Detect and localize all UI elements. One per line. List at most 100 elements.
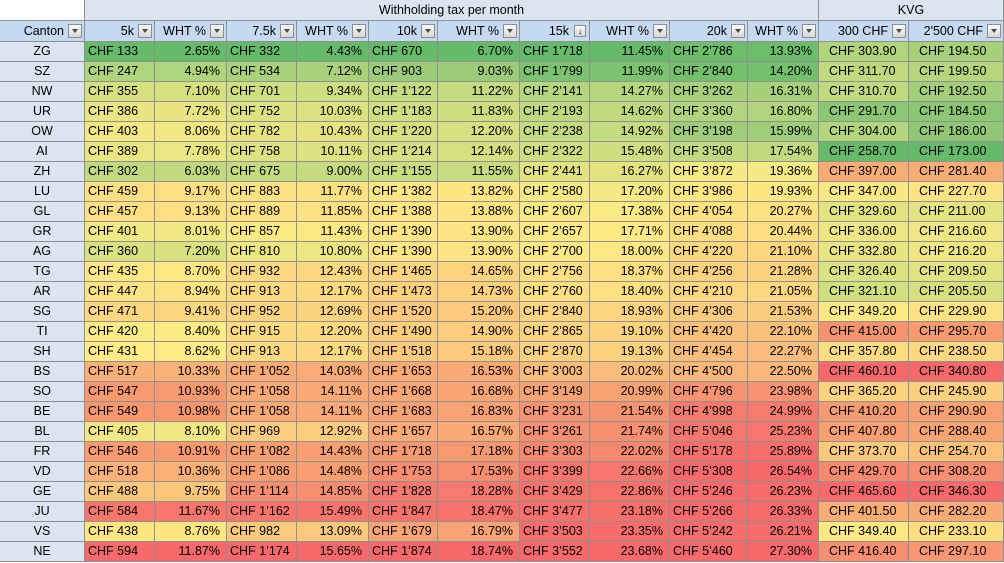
data-cell-15k[interactable]: CHF 3’303	[520, 442, 590, 462]
data-cell-kvg-300[interactable]: CHF 465.60	[819, 482, 909, 502]
canton-cell[interactable]: SG	[0, 302, 85, 322]
data-cell-kvg-300[interactable]: CHF 416.40	[819, 542, 909, 562]
data-cell-5k[interactable]: CHF 133	[85, 42, 155, 62]
data-cell-kvg-300[interactable]: CHF 373.70	[819, 442, 909, 462]
data-cell-wht-10k[interactable]: 14.65%	[438, 262, 520, 282]
data-cell-wht-10k[interactable]: 18.74%	[438, 542, 520, 562]
data-cell-wht-5k[interactable]: 8.10%	[155, 422, 227, 442]
data-cell-wht-20k[interactable]: 20.27%	[748, 202, 819, 222]
data-cell-kvg-2500[interactable]: CHF 227.70	[909, 182, 1004, 202]
data-cell-kvg-2500[interactable]: CHF 194.50	[909, 42, 1004, 62]
data-cell-wht-15k[interactable]: 23.35%	[590, 522, 670, 542]
data-cell-kvg-300[interactable]: CHF 258.70	[819, 142, 909, 162]
data-cell-wht-15k[interactable]: 21.74%	[590, 422, 670, 442]
data-cell-wht-10k[interactable]: 11.22%	[438, 82, 520, 102]
data-cell-wht-5k[interactable]: 8.62%	[155, 342, 227, 362]
data-cell-20k[interactable]: CHF 4’998	[670, 402, 748, 422]
data-cell-wht-10k[interactable]: 16.68%	[438, 382, 520, 402]
data-cell-20k[interactable]: CHF 4’306	[670, 302, 748, 322]
data-cell-5k[interactable]: CHF 447	[85, 282, 155, 302]
header-wht-7-5k[interactable]: WHT %	[297, 21, 369, 42]
data-cell-kvg-2500[interactable]: CHF 199.50	[909, 62, 1004, 82]
data-cell-15k[interactable]: CHF 2’760	[520, 282, 590, 302]
data-cell-5k[interactable]: CHF 302	[85, 162, 155, 182]
data-cell-10k[interactable]: CHF 1’653	[369, 362, 438, 382]
data-cell-kvg-300[interactable]: CHF 410.20	[819, 402, 909, 422]
data-cell-15k[interactable]: CHF 3’231	[520, 402, 590, 422]
data-cell-wht-15k[interactable]: 14.92%	[590, 122, 670, 142]
canton-cell[interactable]: FR	[0, 442, 85, 462]
data-cell-wht-10k[interactable]: 6.70%	[438, 42, 520, 62]
data-cell-wht-20k[interactable]: 17.54%	[748, 142, 819, 162]
data-cell-10k[interactable]: CHF 1’214	[369, 142, 438, 162]
data-cell-7-5k[interactable]: CHF 952	[227, 302, 297, 322]
data-cell-kvg-2500[interactable]: CHF 238.50	[909, 342, 1004, 362]
data-cell-kvg-300[interactable]: CHF 349.40	[819, 522, 909, 542]
data-cell-wht-15k[interactable]: 20.02%	[590, 362, 670, 382]
data-cell-15k[interactable]: CHF 3’477	[520, 502, 590, 522]
data-cell-kvg-300[interactable]: CHF 365.20	[819, 382, 909, 402]
data-cell-wht-20k[interactable]: 27.30%	[748, 542, 819, 562]
data-cell-7-5k[interactable]: CHF 1’162	[227, 502, 297, 522]
canton-cell[interactable]: SH	[0, 342, 85, 362]
filter-dropdown-icon[interactable]	[653, 24, 667, 38]
canton-cell[interactable]: VS	[0, 522, 85, 542]
data-cell-kvg-2500[interactable]: CHF 216.60	[909, 222, 1004, 242]
data-cell-wht-5k[interactable]: 9.13%	[155, 202, 227, 222]
header-7-5k[interactable]: 7.5k	[227, 21, 297, 42]
data-cell-10k[interactable]: CHF 1’155	[369, 162, 438, 182]
data-cell-wht-20k[interactable]: 20.44%	[748, 222, 819, 242]
data-cell-15k[interactable]: CHF 2’700	[520, 242, 590, 262]
data-cell-10k[interactable]: CHF 1’220	[369, 122, 438, 142]
data-cell-5k[interactable]: CHF 405	[85, 422, 155, 442]
data-cell-wht-7-5k[interactable]: 12.43%	[297, 262, 369, 282]
data-cell-kvg-2500[interactable]: CHF 254.70	[909, 442, 1004, 462]
data-cell-20k[interactable]: CHF 5’242	[670, 522, 748, 542]
data-cell-wht-10k[interactable]: 16.53%	[438, 362, 520, 382]
data-cell-10k[interactable]: CHF 1’122	[369, 82, 438, 102]
data-cell-7-5k[interactable]: CHF 1’058	[227, 402, 297, 422]
data-cell-wht-7-5k[interactable]: 14.48%	[297, 462, 369, 482]
data-cell-15k[interactable]: CHF 3’149	[520, 382, 590, 402]
header-10k[interactable]: 10k	[369, 21, 438, 42]
data-cell-20k[interactable]: CHF 5’308	[670, 462, 748, 482]
data-cell-wht-15k[interactable]: 14.62%	[590, 102, 670, 122]
data-cell-wht-10k[interactable]: 13.90%	[438, 222, 520, 242]
data-cell-15k[interactable]: CHF 2’870	[520, 342, 590, 362]
data-cell-kvg-300[interactable]: CHF 460.10	[819, 362, 909, 382]
data-cell-wht-15k[interactable]: 22.02%	[590, 442, 670, 462]
data-cell-wht-10k[interactable]: 16.83%	[438, 402, 520, 422]
canton-cell[interactable]: GE	[0, 482, 85, 502]
data-cell-wht-7-5k[interactable]: 11.43%	[297, 222, 369, 242]
data-cell-15k[interactable]: CHF 2’756	[520, 262, 590, 282]
withholding-tax-title[interactable]: Withholding tax per month	[85, 0, 819, 21]
data-cell-5k[interactable]: CHF 549	[85, 402, 155, 422]
data-cell-wht-7-5k[interactable]: 10.43%	[297, 122, 369, 142]
data-cell-kvg-2500[interactable]: CHF 288.40	[909, 422, 1004, 442]
data-cell-wht-10k[interactable]: 15.20%	[438, 302, 520, 322]
header-wht-20k[interactable]: WHT %	[748, 21, 819, 42]
data-cell-20k[interactable]: CHF 3’360	[670, 102, 748, 122]
data-cell-20k[interactable]: CHF 2’840	[670, 62, 748, 82]
filter-dropdown-icon[interactable]	[210, 24, 224, 38]
data-cell-20k[interactable]: CHF 3’508	[670, 142, 748, 162]
data-cell-20k[interactable]: CHF 4’088	[670, 222, 748, 242]
data-cell-wht-20k[interactable]: 24.99%	[748, 402, 819, 422]
data-cell-20k[interactable]: CHF 3’872	[670, 162, 748, 182]
data-cell-wht-7-5k[interactable]: 4.43%	[297, 42, 369, 62]
data-cell-15k[interactable]: CHF 3’261	[520, 422, 590, 442]
data-cell-7-5k[interactable]: CHF 1’114	[227, 482, 297, 502]
canton-cell[interactable]: GL	[0, 202, 85, 222]
data-cell-5k[interactable]: CHF 403	[85, 122, 155, 142]
data-cell-7-5k[interactable]: CHF 857	[227, 222, 297, 242]
data-cell-kvg-300[interactable]: CHF 321.10	[819, 282, 909, 302]
data-cell-7-5k[interactable]: CHF 701	[227, 82, 297, 102]
data-cell-kvg-2500[interactable]: CHF 205.50	[909, 282, 1004, 302]
data-cell-wht-15k[interactable]: 18.40%	[590, 282, 670, 302]
data-cell-kvg-300[interactable]: CHF 329.60	[819, 202, 909, 222]
data-cell-kvg-2500[interactable]: CHF 173.00	[909, 142, 1004, 162]
data-cell-20k[interactable]: CHF 3’986	[670, 182, 748, 202]
data-cell-7-5k[interactable]: CHF 1’174	[227, 542, 297, 562]
data-cell-kvg-300[interactable]: CHF 415.00	[819, 322, 909, 342]
data-cell-wht-15k[interactable]: 21.54%	[590, 402, 670, 422]
